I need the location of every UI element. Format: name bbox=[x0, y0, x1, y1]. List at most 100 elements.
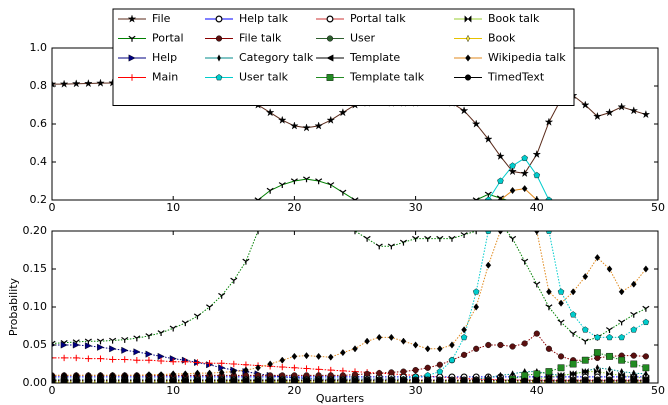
legend-item: Portal bbox=[118, 32, 184, 45]
marker bbox=[279, 363, 286, 371]
marker bbox=[376, 333, 383, 341]
legend-label: Portal bbox=[152, 32, 184, 45]
marker bbox=[375, 243, 383, 250]
marker bbox=[546, 288, 552, 296]
marker bbox=[630, 352, 637, 359]
marker bbox=[581, 367, 589, 376]
marker bbox=[85, 377, 92, 383]
marker bbox=[218, 360, 225, 367]
marker bbox=[521, 154, 528, 161]
marker bbox=[206, 377, 213, 383]
legend-label: Book talk bbox=[488, 12, 540, 25]
marker bbox=[618, 371, 626, 380]
marker bbox=[533, 281, 541, 288]
marker bbox=[485, 261, 492, 269]
x-tick-label: 40 bbox=[530, 201, 544, 214]
marker bbox=[339, 377, 346, 383]
marker bbox=[388, 369, 395, 376]
marker bbox=[448, 377, 456, 383]
marker bbox=[109, 377, 116, 383]
marker bbox=[243, 366, 249, 374]
marker bbox=[557, 353, 565, 360]
marker bbox=[71, 79, 81, 88]
marker bbox=[460, 232, 468, 238]
marker bbox=[388, 377, 395, 383]
marker bbox=[363, 235, 371, 242]
marker bbox=[353, 231, 357, 235]
marker bbox=[182, 370, 189, 378]
marker bbox=[520, 168, 529, 178]
marker bbox=[582, 273, 589, 281]
marker bbox=[314, 121, 323, 130]
marker bbox=[96, 338, 105, 345]
marker bbox=[545, 196, 553, 200]
marker bbox=[128, 35, 136, 42]
marker bbox=[606, 265, 613, 273]
marker bbox=[595, 364, 600, 372]
marker bbox=[133, 348, 141, 356]
marker bbox=[340, 349, 346, 357]
marker bbox=[497, 177, 504, 184]
marker bbox=[448, 235, 456, 242]
legend-item: Book bbox=[454, 32, 516, 45]
marker bbox=[642, 305, 650, 312]
marker bbox=[594, 254, 601, 262]
marker bbox=[338, 108, 348, 117]
marker bbox=[643, 265, 649, 273]
marker bbox=[558, 299, 564, 307]
x-tick-label: 10 bbox=[166, 201, 180, 214]
marker bbox=[218, 377, 225, 383]
marker bbox=[315, 377, 322, 383]
marker bbox=[580, 100, 590, 109]
marker bbox=[215, 74, 223, 81]
marker bbox=[412, 235, 420, 242]
marker bbox=[461, 326, 467, 334]
marker bbox=[242, 258, 250, 265]
marker bbox=[606, 377, 613, 383]
marker bbox=[327, 182, 335, 188]
marker bbox=[277, 115, 287, 124]
marker bbox=[509, 235, 517, 242]
marker bbox=[557, 377, 565, 383]
marker bbox=[509, 186, 516, 195]
marker bbox=[291, 352, 298, 360]
marker bbox=[642, 364, 650, 372]
marker bbox=[545, 368, 553, 375]
marker bbox=[84, 79, 93, 88]
marker bbox=[339, 189, 347, 196]
series-line bbox=[487, 157, 550, 200]
marker bbox=[158, 377, 165, 383]
marker bbox=[630, 311, 638, 318]
legend-item: Help bbox=[118, 51, 177, 64]
marker bbox=[254, 377, 262, 383]
x-tick-label: 40 bbox=[530, 384, 544, 397]
marker bbox=[206, 360, 213, 367]
marker bbox=[465, 54, 471, 62]
y-tick-label: 0.4 bbox=[30, 155, 48, 168]
marker bbox=[127, 14, 137, 23]
marker bbox=[145, 333, 153, 340]
y-tick-label: 0.8 bbox=[30, 79, 48, 92]
marker bbox=[437, 345, 443, 353]
y-tick-label: 1.0 bbox=[30, 41, 48, 54]
marker bbox=[364, 337, 370, 345]
marker bbox=[521, 258, 529, 265]
marker bbox=[629, 106, 639, 115]
marker bbox=[215, 35, 223, 42]
x-axis-label: Quarters bbox=[316, 392, 364, 405]
marker bbox=[302, 176, 311, 183]
marker bbox=[557, 319, 565, 326]
marker bbox=[399, 239, 408, 246]
marker bbox=[630, 326, 638, 333]
marker bbox=[169, 325, 177, 332]
legend-label: Book bbox=[488, 32, 516, 45]
marker bbox=[109, 356, 116, 363]
marker bbox=[52, 371, 55, 379]
legend-item: Help talk bbox=[205, 12, 289, 25]
marker bbox=[496, 151, 505, 160]
legend-item: Main bbox=[118, 71, 178, 84]
marker bbox=[97, 355, 104, 362]
marker bbox=[605, 327, 614, 333]
marker bbox=[606, 370, 613, 378]
plot-series bbox=[52, 231, 650, 383]
